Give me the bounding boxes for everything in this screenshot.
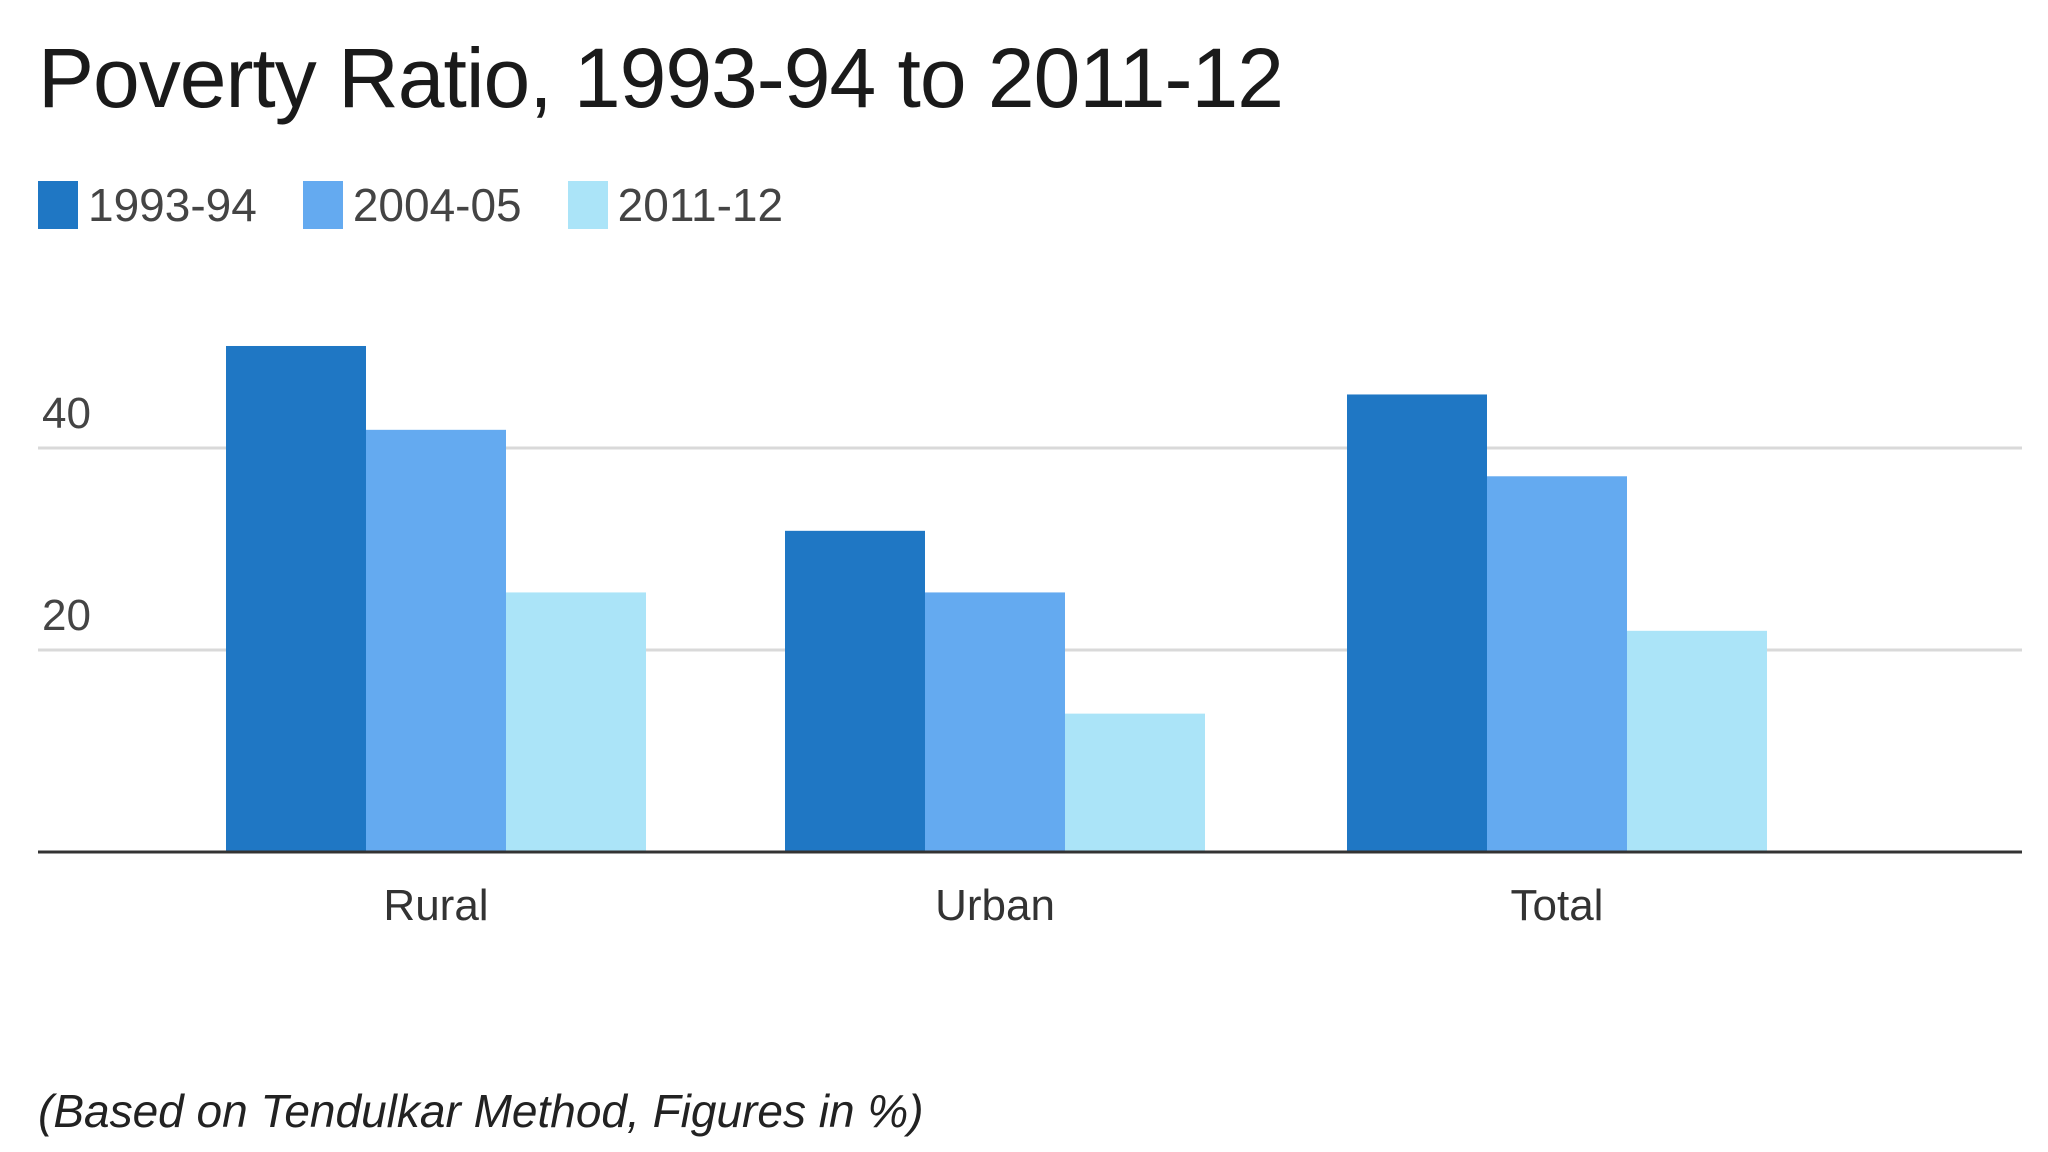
x-category-label-rural: Rural [383, 881, 488, 930]
bar-rural-1993-94 [226, 345, 366, 852]
bar-total-2004-05 [1487, 476, 1627, 852]
bar-urban-1993-94 [785, 530, 925, 852]
bar-urban-2004-05 [925, 592, 1065, 852]
bar-urban-2011-12 [1065, 713, 1205, 852]
y-tick-label-40: 40 [42, 389, 91, 438]
legend-label-2004-05: 2004-05 [352, 179, 522, 231]
legend-swatch-1993-94 [38, 181, 78, 229]
chart-title: Poverty Ratio, 1993-94 to 2011-12 [38, 31, 1284, 125]
footnote: (Based on Tendulkar Method, Figures in %… [38, 1085, 924, 1137]
legend: 1993-94 2004-05 2011-12 [38, 178, 829, 232]
bar-total-1993-94 [1347, 394, 1487, 852]
legend-label-1993-94: 1993-94 [88, 179, 257, 231]
bar-total-2011-12 [1627, 630, 1767, 852]
legend-item-1993-94: 1993-94 [38, 178, 257, 232]
legend-swatch-2011-12 [567, 181, 608, 229]
legend-item-2004-05: 2004-05 [302, 178, 522, 232]
y-tick-label-20: 20 [42, 591, 91, 640]
legend-item-2011-12: 2011-12 [567, 178, 784, 232]
x-category-label-total: Total [1511, 881, 1604, 930]
bar-rural-2004-05 [366, 429, 506, 852]
legend-swatch-2004-05 [302, 181, 343, 229]
legend-label-2011-12: 2011-12 [617, 179, 784, 231]
bar-rural-2011-12 [506, 592, 646, 852]
x-category-label-urban: Urban [935, 881, 1055, 930]
